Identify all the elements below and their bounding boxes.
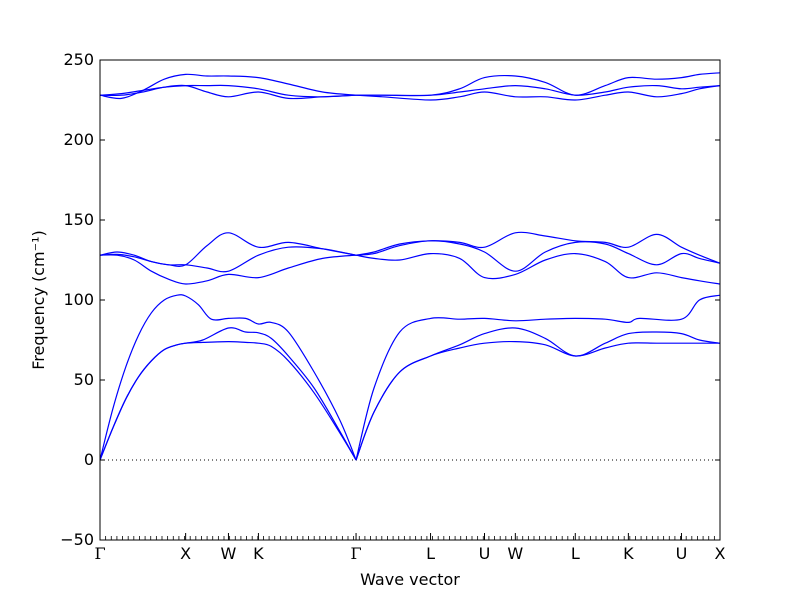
series-line-14 [99, 84, 357, 98]
series-line-10 [355, 252, 721, 285]
x-tick-label: U [479, 544, 491, 563]
y-tick-label: 100 [63, 290, 94, 309]
y-tick-label: 200 [63, 130, 94, 149]
series-line-2 [99, 327, 357, 461]
x-tick-label: L [426, 544, 435, 563]
series-line-16 [356, 85, 721, 101]
y-tick-label: 0 [84, 450, 94, 469]
y-tick-label: 250 [63, 50, 94, 69]
series-layer [99, 72, 721, 461]
plot-frame [99, 59, 721, 541]
series-line-7 [99, 254, 357, 285]
y-tick-label: −50 [60, 530, 94, 549]
x-tick-label: Γ [94, 544, 105, 563]
x-tick-label: U [676, 544, 688, 563]
x-tick-label: X [715, 544, 726, 563]
series-line-15 [99, 73, 357, 100]
x-tick-label: L [571, 544, 580, 563]
series-line-6 [355, 294, 721, 461]
series-line-9 [99, 232, 357, 267]
x-tick-label: W [221, 544, 237, 563]
series-line-3 [99, 294, 357, 461]
y-tick-label: 50 [74, 370, 94, 389]
series-line-11 [355, 240, 721, 272]
y-axis-label: Frequency (cm⁻¹) [29, 230, 48, 369]
x-tick-label: W [507, 544, 523, 563]
series-line-8 [99, 246, 357, 273]
series-line-12 [355, 231, 721, 264]
x-tick-label: Γ [350, 544, 361, 563]
series-line-5 [355, 327, 721, 461]
x-tick-label: K [253, 544, 264, 563]
x-tick-label: K [623, 544, 634, 563]
x-tick-label: X [180, 544, 191, 563]
y-tick-label: 150 [63, 210, 94, 229]
x-axis-label: Wave vector [360, 570, 460, 589]
series-line-18 [356, 72, 721, 97]
